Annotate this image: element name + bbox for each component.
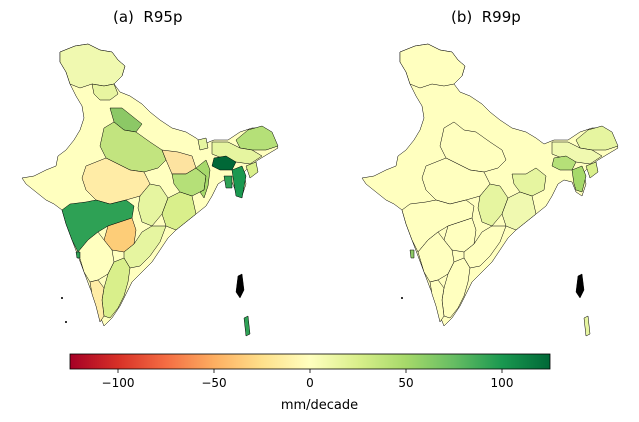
region-b-goa [409,249,415,259]
region-b-kerala [429,279,445,323]
region-b-andaman [575,273,585,299]
region-a-westbengal [195,159,211,199]
colorbar-tick-label: −50 [201,376,226,390]
map-panel-b [361,43,619,337]
region-a-lakshadweep-2 [64,320,68,324]
region-b-north [399,43,466,89]
colorbar-ticks: −100 −50 0 50 100 [102,369,514,390]
region-a-nicobar [243,315,251,337]
colorbar-tick-label: 50 [398,376,413,390]
region-a-andhra [123,225,167,269]
colorbar-tick-label: 100 [491,376,514,390]
region-a-manipur [245,161,259,179]
colorbar-tick-label: −100 [102,376,135,390]
region-a-mizoram [231,165,247,199]
colorbar-label: mm/decade [280,398,359,413]
colorbar: −100 −50 0 50 100 [69,353,551,390]
region-a-tripura [223,175,233,189]
region-a-odisha [161,191,197,231]
region-a-north [59,43,126,89]
region-b-jharkhand [511,167,547,197]
panel-b-title: (b) R99p [451,8,521,26]
region-a-arunachal [235,125,279,151]
colorbar-fill [69,353,551,370]
region-a-kerala [89,279,105,323]
region-a-andaman [235,273,245,299]
region-a-lakshadweep [60,296,64,300]
region-b-odisha [501,191,537,231]
region-a-goa [75,251,81,259]
region-a-sikkim [197,137,209,151]
panel-a-title: (a) R95p [113,8,183,26]
map-panel-a [21,43,279,337]
region-b-andhra [463,225,507,269]
region-b-lakshadweep [400,296,404,300]
region-b-nicobar [583,315,591,337]
region-a-himachal [91,83,119,101]
colorbar-tick-label: 0 [306,376,314,390]
region-b-manipur [585,161,599,179]
region-b-mizoram [571,165,587,193]
region-b-arunachal [575,125,619,151]
